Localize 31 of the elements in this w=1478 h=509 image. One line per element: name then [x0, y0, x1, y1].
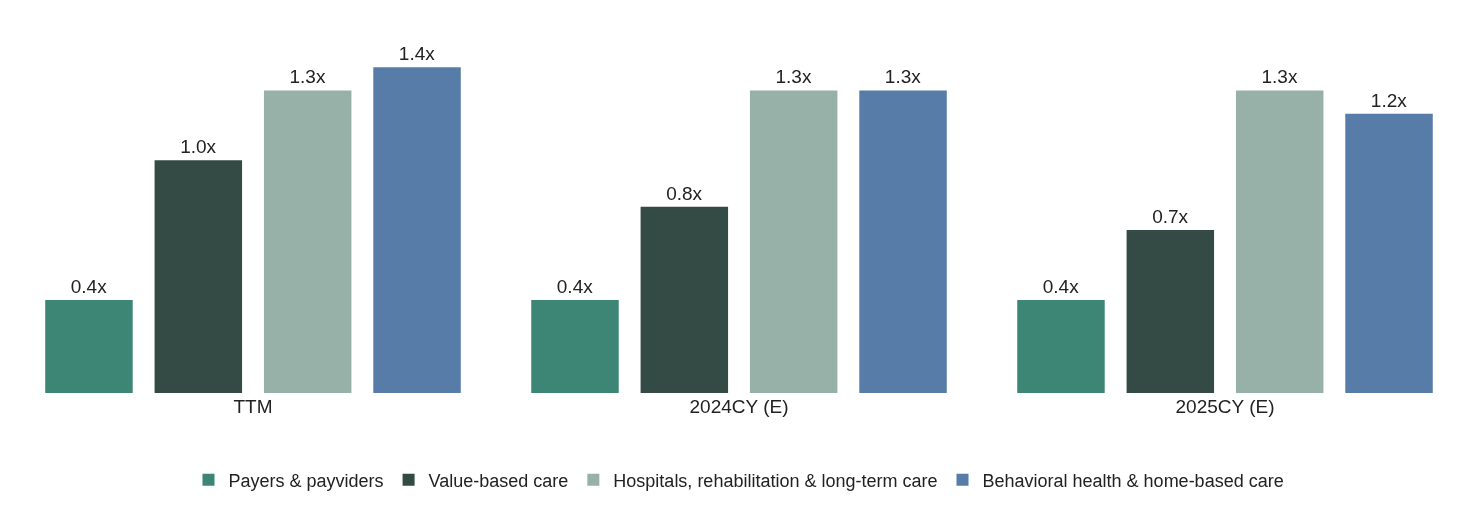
bar — [531, 299, 619, 393]
legend-label: Payers & payviders — [228, 470, 384, 491]
data-label: 1.2x — [1370, 89, 1408, 111]
bar — [1235, 90, 1324, 393]
bar — [373, 67, 461, 393]
data-label: 0.4x — [70, 275, 108, 297]
x-tick-label: TTM — [233, 396, 273, 417]
data-label: 0.4x — [556, 275, 594, 297]
legend-label: Hospitals, rehabilitation & long-term care — [613, 470, 938, 491]
legend-label: Behavioral health & home-based care — [982, 470, 1284, 491]
x-tick-label: 2025CY (E) — [1175, 396, 1275, 417]
bar — [859, 90, 947, 393]
bar — [640, 206, 729, 393]
x-tick-label: 2024CY (E) — [689, 396, 789, 417]
bar — [1017, 299, 1105, 393]
data-label: 1.3x — [1261, 66, 1298, 88]
bar — [154, 160, 243, 393]
data-label: 1.3x — [884, 66, 922, 88]
bar — [1126, 230, 1215, 393]
bar — [749, 90, 838, 393]
data-label: 1.3x — [289, 66, 326, 88]
data-label: 1.4x — [398, 43, 436, 65]
data-label: 0.4x — [1042, 275, 1080, 297]
bar — [45, 299, 133, 393]
data-label: 0.7x — [1152, 206, 1189, 228]
bar — [263, 90, 352, 393]
bar — [1345, 113, 1433, 393]
data-label: 0.8x — [666, 182, 703, 204]
data-label: 1.3x — [775, 66, 812, 88]
data-label: 1.0x — [180, 136, 217, 158]
legend-label: Value-based care — [428, 470, 569, 491]
